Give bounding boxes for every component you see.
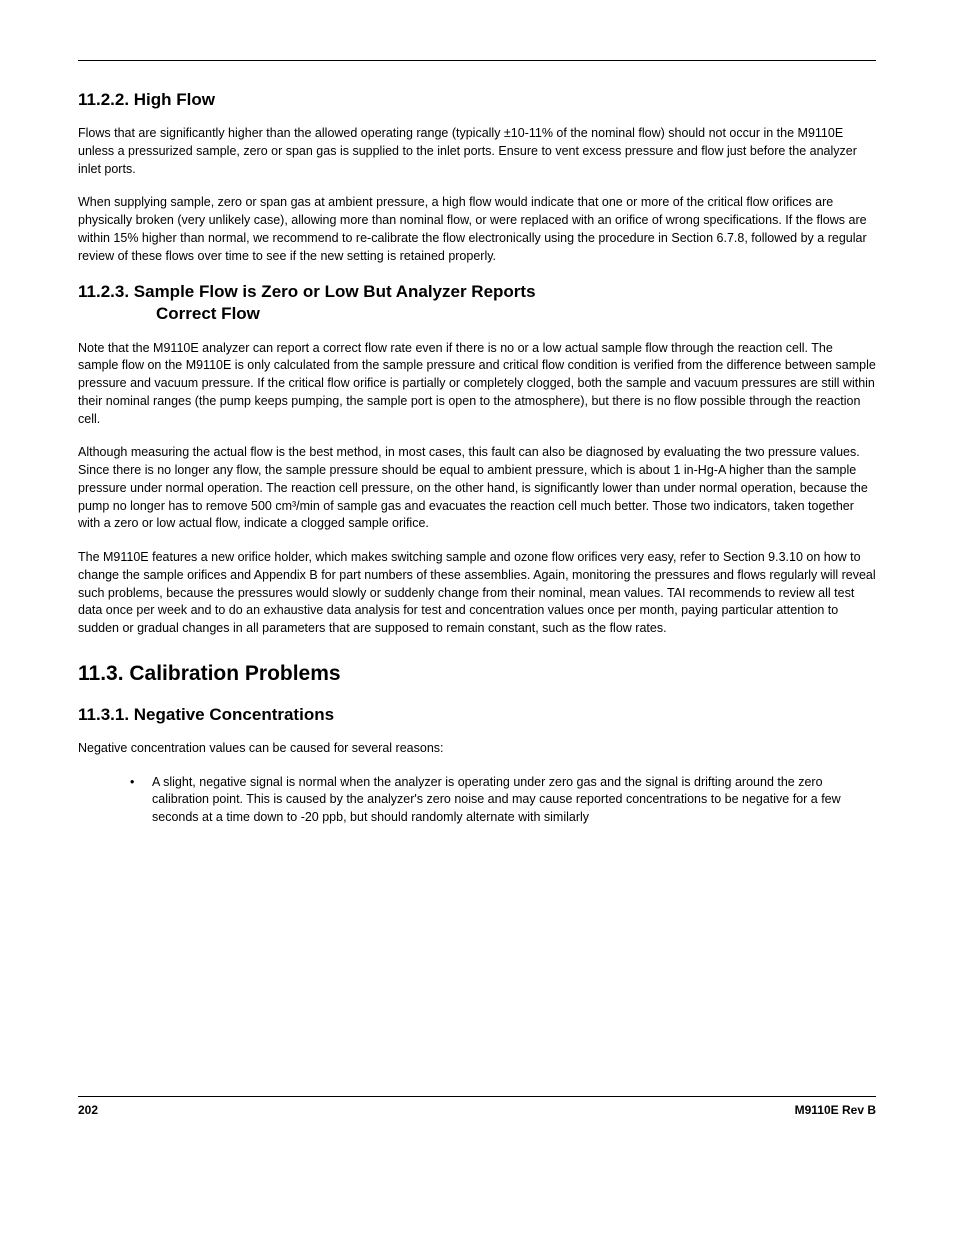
- paragraph: Although measuring the actual flow is th…: [78, 444, 876, 533]
- page-footer: 202 M9110E Rev B: [78, 1103, 876, 1117]
- heading-line-1: 11.2.3. Sample Flow is Zero or Low But A…: [78, 282, 536, 301]
- bullet-list: A slight, negative signal is normal when…: [78, 774, 876, 827]
- heading-line-2: Correct Flow: [78, 303, 876, 325]
- document-page: 11.2.2. High Flow Flows that are signifi…: [0, 0, 954, 1235]
- heading-11-3-1: 11.3.1. Negative Concentrations: [78, 704, 876, 726]
- header-rule: [78, 60, 876, 61]
- doc-revision: M9110E Rev B: [795, 1103, 876, 1117]
- paragraph: Note that the M9110E analyzer can report…: [78, 340, 876, 429]
- heading-11-2-3: 11.2.3. Sample Flow is Zero or Low But A…: [78, 281, 876, 325]
- paragraph: The M9110E features a new orifice holder…: [78, 549, 876, 638]
- paragraph: Negative concentration values can be cau…: [78, 740, 876, 758]
- heading-11-3: 11.3. Calibration Problems: [78, 662, 876, 686]
- footer-rule: [78, 1096, 876, 1097]
- paragraph: When supplying sample, zero or span gas …: [78, 194, 876, 265]
- paragraph: Flows that are significantly higher than…: [78, 125, 876, 178]
- page-number: 202: [78, 1103, 98, 1117]
- heading-11-2-2: 11.2.2. High Flow: [78, 89, 876, 111]
- list-item: A slight, negative signal is normal when…: [130, 774, 876, 827]
